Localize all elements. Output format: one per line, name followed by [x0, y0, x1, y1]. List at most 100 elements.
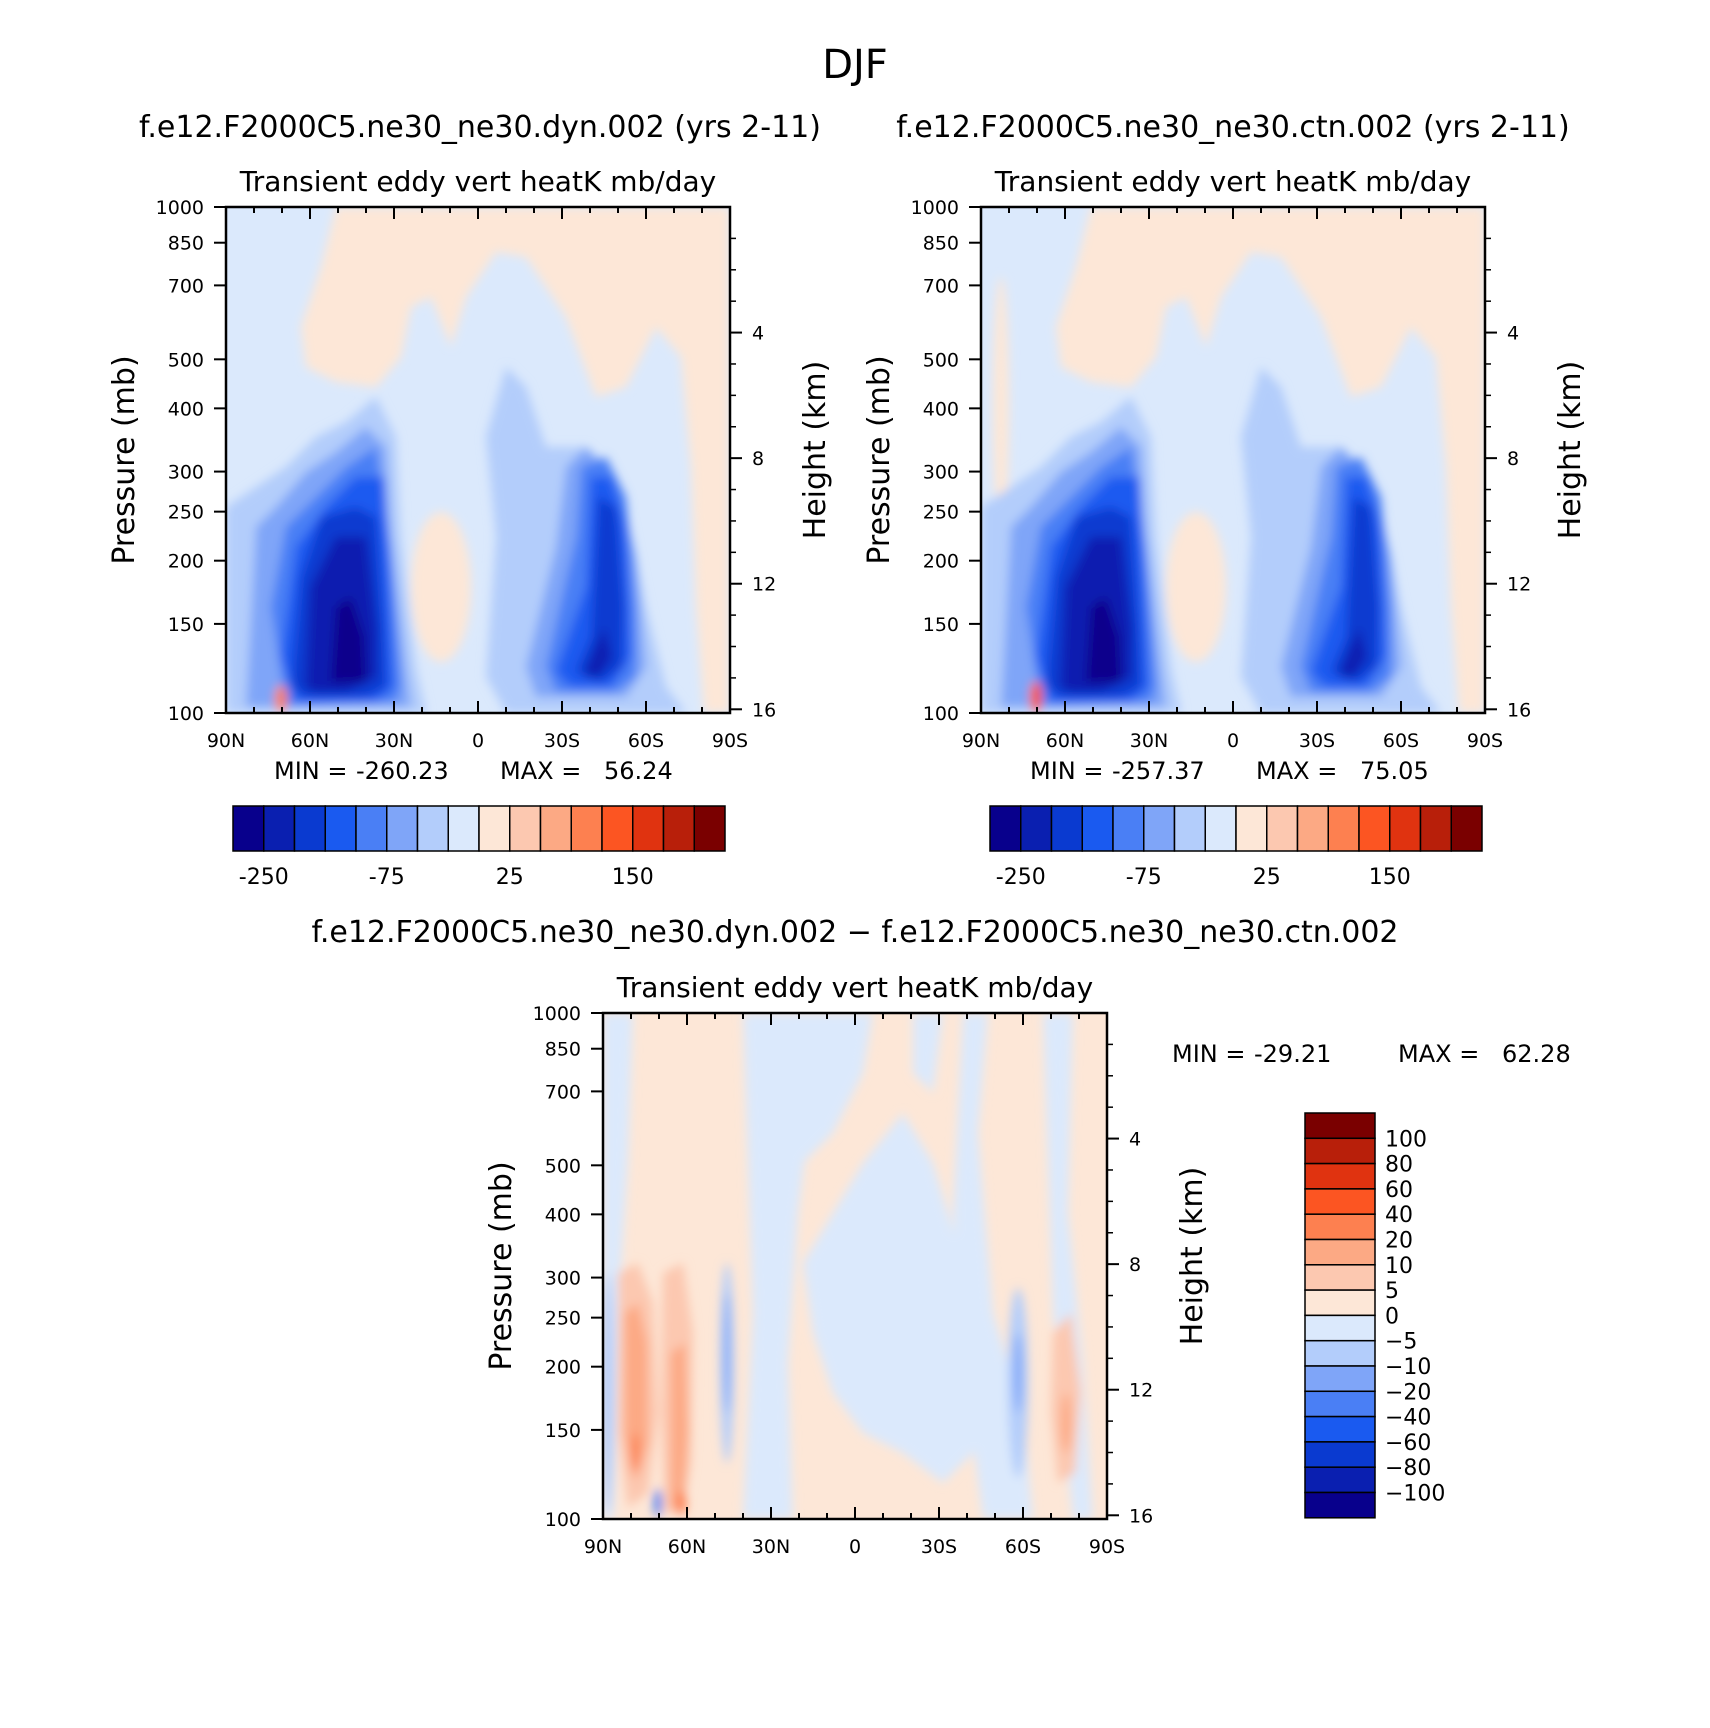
colorbar-label: −60 — [1385, 1431, 1431, 1456]
y-tick-label: 400 — [545, 1204, 581, 1226]
contour-field — [981, 207, 1485, 713]
y2-tick-label: 4 — [1129, 1129, 1141, 1151]
contour-field — [603, 1013, 1107, 1519]
y-tick-label: 150 — [168, 614, 204, 636]
colorbar-label: 10 — [1385, 1254, 1413, 1279]
max-label: MAX = — [500, 757, 581, 785]
colorbar-swatch — [1304, 1314, 1376, 1342]
colorbar-swatch — [293, 805, 326, 852]
panel-diff: f.e12.F2000C5.ne30_ne30.dyn.002 − f.e12.… — [311, 915, 1399, 1519]
x-tick-label: 0 — [1227, 730, 1239, 752]
y-tick-label: 850 — [545, 1039, 581, 1061]
y-tick-label: 100 — [168, 703, 204, 725]
max-value: 75.05 — [1360, 757, 1429, 785]
y-tick-label: 200 — [923, 551, 959, 573]
colorbar-label: 0 — [1385, 1304, 1399, 1329]
x-tick-label: 30N — [375, 730, 413, 752]
colorbar: -250 -75 25 150 — [989, 805, 1483, 890]
y2-axis-label: Height (km) — [1175, 1167, 1210, 1346]
colorbar-label: 150 — [1369, 865, 1411, 890]
x-tick-label: 90N — [207, 730, 245, 752]
y2-axis-label: Height (km) — [1553, 361, 1588, 540]
max-value: 56.24 — [604, 757, 673, 785]
x-tick-label: 30S — [921, 1536, 957, 1558]
colorbar-label: −100 — [1385, 1482, 1445, 1507]
colorbar-swatch — [1304, 1264, 1376, 1291]
min-value: -257.37 — [1112, 757, 1205, 785]
colorbar-swatch — [1327, 805, 1360, 852]
x-tick-label: 60N — [1046, 730, 1084, 752]
min-value: -29.21 — [1254, 1040, 1331, 1068]
y2-tick-label: 8 — [752, 448, 764, 470]
colorbar-label: 40 — [1385, 1203, 1413, 1228]
colorbar-swatch — [386, 805, 419, 852]
colorbar-swatch — [1304, 1365, 1376, 1393]
colorbar-label: 150 — [612, 865, 654, 890]
panel-variable-title: Transient eddy vert heatK mb/day — [994, 165, 1471, 198]
colorbar-swatch — [1304, 1466, 1376, 1494]
colorbar-swatch — [1304, 1441, 1376, 1468]
y-tick-label: 400 — [923, 398, 959, 420]
colorbar-swatch — [1358, 805, 1391, 852]
y-tick-label: 150 — [923, 614, 959, 636]
colorbar-swatch — [539, 805, 572, 852]
x-tick-label: 90S — [1089, 1536, 1125, 1558]
min-label: MIN = — [274, 757, 347, 785]
y2-tick-label: 4 — [752, 323, 764, 345]
colorbar-swatch — [1235, 805, 1268, 852]
colorbar-swatch — [1304, 1339, 1376, 1367]
x-tick-label: 90N — [584, 1536, 622, 1558]
colorbar-swatch — [1304, 1137, 1376, 1165]
colorbar-swatch — [509, 805, 542, 852]
colorbar-swatch — [1419, 805, 1452, 852]
y2-tick-label: 12 — [752, 574, 776, 596]
colorbar-swatch — [1173, 805, 1206, 852]
y-tick-label: 300 — [923, 462, 959, 484]
colorbar-swatch — [355, 805, 388, 852]
colorbar-label: -75 — [369, 865, 405, 890]
y-tick-label: 100 — [545, 1509, 581, 1531]
x-tick-label: 90S — [712, 730, 748, 752]
colorbar-swatch — [1304, 1415, 1376, 1443]
colorbar-swatch — [1266, 805, 1299, 852]
colorbar-swatch — [1304, 1213, 1376, 1241]
colorbar-swatch — [693, 805, 726, 852]
colorbar-swatch — [447, 805, 480, 852]
y-tick-label: 150 — [545, 1420, 581, 1442]
y-tick-label: 1000 — [156, 197, 204, 219]
colorbar-label: −5 — [1385, 1330, 1417, 1355]
y-tick-label: 1000 — [911, 197, 959, 219]
y-tick-label: 250 — [923, 502, 959, 524]
x-tick-label: 30S — [1299, 730, 1335, 752]
x-tick-label: 30N — [1130, 730, 1168, 752]
x-tick-label: 90S — [1467, 730, 1503, 752]
max-label: MAX = — [1256, 757, 1337, 785]
colorbar-label: 80 — [1385, 1153, 1413, 1178]
y2-tick-label: 8 — [1507, 448, 1519, 470]
colorbar-label: −20 — [1385, 1380, 1431, 1405]
colorbar-swatch — [1081, 805, 1114, 852]
colorbar-swatch — [1304, 1238, 1376, 1266]
colorbar-label: −40 — [1385, 1406, 1431, 1431]
colorbar-swatch — [1112, 805, 1145, 852]
colorbar: -250 -75 25 150 — [232, 805, 726, 890]
colorbar-swatch — [1143, 805, 1176, 852]
x-tick-label: 60N — [291, 730, 329, 752]
colorbar-label: 25 — [1253, 865, 1281, 890]
colorbar-label: 60 — [1385, 1178, 1413, 1203]
x-tick-label: 60N — [668, 1536, 706, 1558]
y2-tick-label: 16 — [1507, 699, 1531, 721]
y-axis-label: Pressure (mb) — [484, 1161, 519, 1370]
y2-tick-label: 12 — [1507, 574, 1531, 596]
x-tick-label: 0 — [472, 730, 484, 752]
colorbar-swatch — [1050, 805, 1083, 852]
y-tick-label: 250 — [545, 1308, 581, 1330]
colorbar-label: -250 — [239, 865, 289, 890]
y-tick-label: 300 — [545, 1268, 581, 1290]
colorbar-swatch — [263, 805, 296, 852]
y-tick-label: 700 — [168, 275, 204, 297]
colorbar-swatch — [1304, 1112, 1376, 1140]
colorbar-label: 5 — [1385, 1279, 1399, 1304]
panel-variable-title: Transient eddy vert heatK mb/day — [616, 971, 1093, 1004]
